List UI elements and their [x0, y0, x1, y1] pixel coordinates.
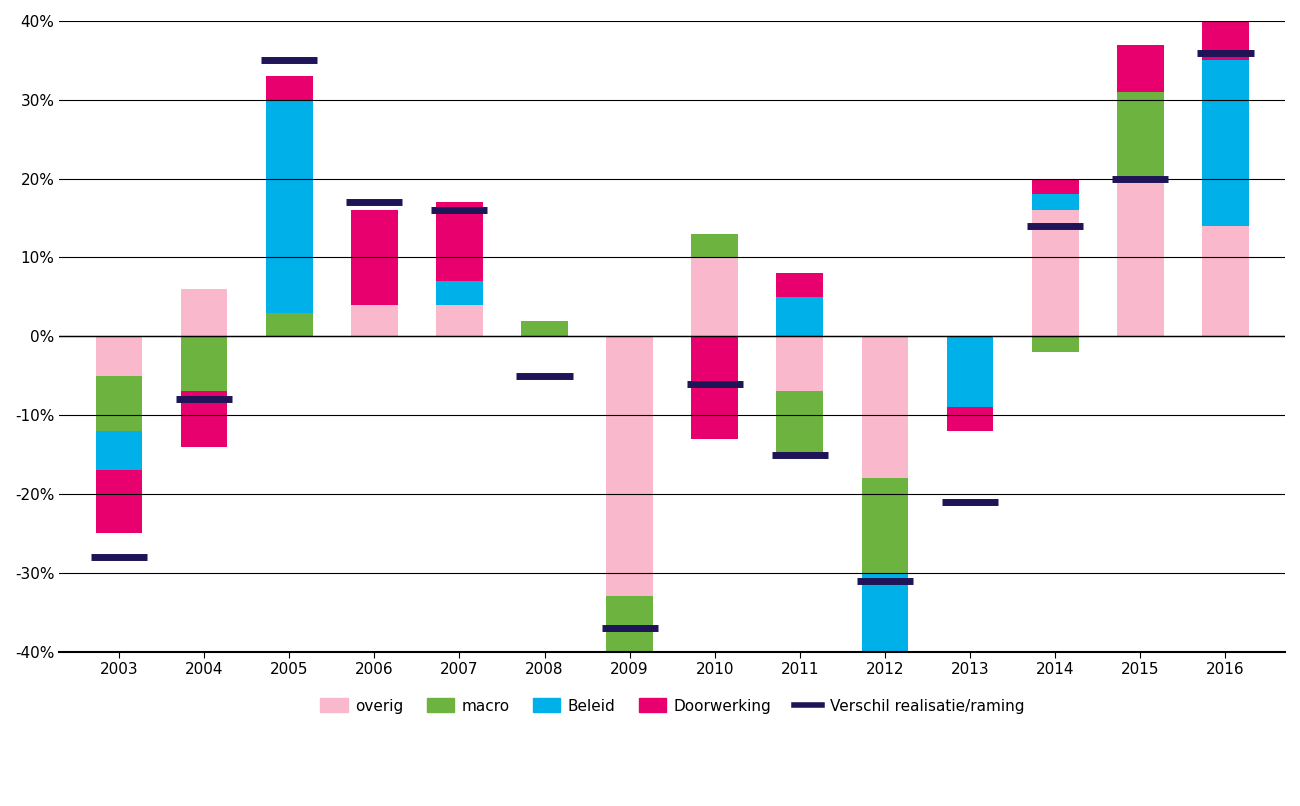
Bar	[95, 376, 142, 431]
Bar	[181, 392, 228, 447]
Bar	[692, 336, 738, 438]
Bar	[862, 478, 909, 573]
Bar	[692, 257, 738, 336]
Bar	[1202, 0, 1249, 60]
Bar	[1032, 336, 1079, 352]
Bar	[776, 273, 823, 297]
Bar	[95, 471, 142, 534]
Bar	[946, 336, 993, 407]
Bar	[692, 234, 738, 257]
Bar	[862, 573, 909, 651]
Bar	[265, 77, 312, 100]
Bar	[776, 297, 823, 336]
Bar	[436, 281, 482, 305]
Bar	[606, 336, 653, 596]
Bar	[181, 336, 228, 392]
Bar	[265, 100, 312, 313]
Bar	[1202, 60, 1249, 226]
Bar	[351, 305, 398, 336]
Bar	[1032, 179, 1079, 194]
Bar	[95, 336, 142, 376]
Bar	[1032, 194, 1079, 210]
Bar	[1117, 179, 1164, 336]
Bar	[776, 392, 823, 455]
Bar	[436, 305, 482, 336]
Bar	[521, 321, 568, 336]
Bar	[1117, 44, 1164, 92]
Bar	[95, 431, 142, 471]
Bar	[436, 202, 482, 281]
Bar	[946, 407, 993, 431]
Bar	[606, 715, 653, 754]
Bar	[1117, 92, 1164, 179]
Legend: overig, macro, Beleid, Doorwerking, Verschil realisatie/raming: overig, macro, Beleid, Doorwerking, Vers…	[315, 692, 1030, 720]
Bar	[606, 596, 653, 675]
Bar	[351, 210, 398, 305]
Bar	[265, 313, 312, 336]
Bar	[862, 336, 909, 478]
Bar	[181, 289, 228, 336]
Bar	[606, 675, 653, 715]
Bar	[1202, 226, 1249, 336]
Bar	[1032, 210, 1079, 336]
Bar	[776, 336, 823, 392]
